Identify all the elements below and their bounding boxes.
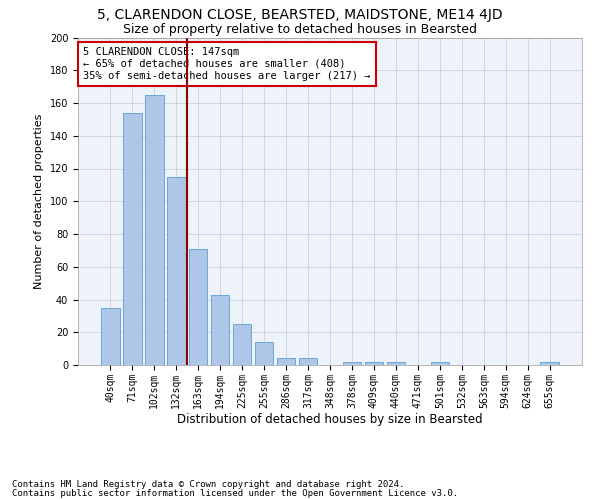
- Bar: [189, 248, 208, 365]
- Bar: [299, 358, 317, 365]
- Text: Contains public sector information licensed under the Open Government Licence v3: Contains public sector information licen…: [12, 488, 458, 498]
- Bar: [255, 342, 274, 365]
- Bar: [541, 362, 559, 365]
- Y-axis label: Number of detached properties: Number of detached properties: [34, 114, 44, 289]
- Text: 5, CLARENDON CLOSE, BEARSTED, MAIDSTONE, ME14 4JD: 5, CLARENDON CLOSE, BEARSTED, MAIDSTONE,…: [97, 8, 503, 22]
- Bar: [343, 362, 361, 365]
- Bar: [211, 294, 229, 365]
- Text: Size of property relative to detached houses in Bearsted: Size of property relative to detached ho…: [123, 22, 477, 36]
- Bar: [386, 362, 405, 365]
- Bar: [365, 362, 383, 365]
- Bar: [233, 324, 251, 365]
- Text: Contains HM Land Registry data © Crown copyright and database right 2024.: Contains HM Land Registry data © Crown c…: [12, 480, 404, 489]
- Bar: [101, 308, 119, 365]
- Bar: [431, 362, 449, 365]
- Text: 5 CLARENDON CLOSE: 147sqm
← 65% of detached houses are smaller (408)
35% of semi: 5 CLARENDON CLOSE: 147sqm ← 65% of detac…: [83, 48, 371, 80]
- X-axis label: Distribution of detached houses by size in Bearsted: Distribution of detached houses by size …: [177, 414, 483, 426]
- Bar: [145, 95, 164, 365]
- Bar: [277, 358, 295, 365]
- Bar: [123, 113, 142, 365]
- Bar: [167, 176, 185, 365]
